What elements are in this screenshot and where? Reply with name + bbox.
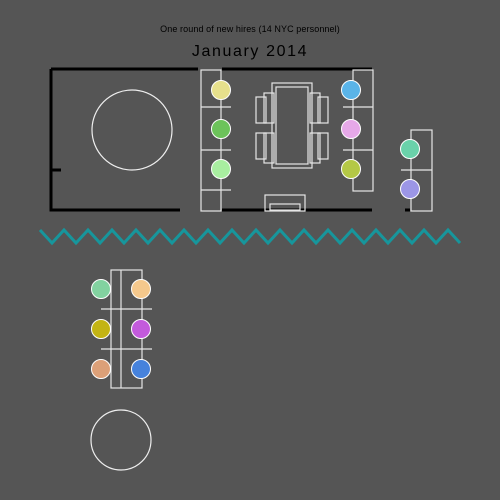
seats (91, 80, 420, 379)
diagram-title: January 2014 (191, 43, 309, 60)
seat-lower (131, 359, 151, 379)
left-room-wall (49, 67, 198, 212)
side-desk (401, 129, 433, 212)
seat-main-right (341, 159, 361, 179)
seat-lower (91, 359, 111, 379)
seat-lower (131, 319, 151, 339)
seat-main-right (341, 80, 361, 100)
round-table (90, 409, 152, 471)
seat-lower (131, 279, 151, 299)
seat-main-left (211, 159, 231, 179)
seat-lower (91, 319, 111, 339)
seat-main-left (211, 80, 231, 100)
desk-column-left (200, 69, 222, 212)
seat-side (400, 139, 420, 159)
seat-side (400, 179, 420, 199)
cabinet (264, 194, 306, 212)
conference-table (255, 82, 329, 169)
seat-main-left (211, 119, 231, 139)
zigzag-divider (38, 227, 462, 246)
seat-main-right (341, 119, 361, 139)
seat-lower (91, 279, 111, 299)
diagram-caption: One round of new hires (14 NYC personnel… (160, 24, 340, 34)
round-table (91, 89, 173, 171)
